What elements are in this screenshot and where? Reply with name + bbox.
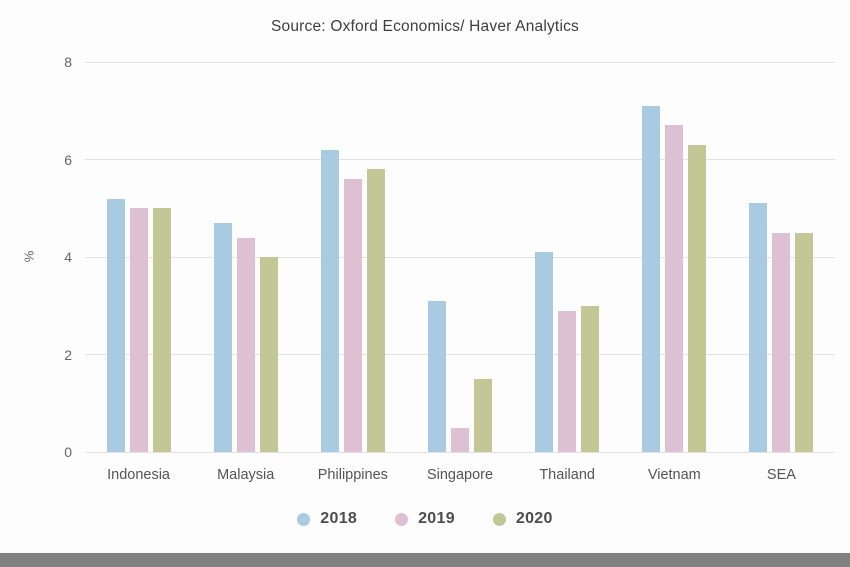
x-category-label-sea: SEA [766,467,796,483]
bar-thailand-2020[interactable] [581,305,600,452]
bar-malaysia-2020[interactable] [259,257,278,452]
x-category-label-indonesia: Indonesia [107,467,170,483]
bar-sea-2020[interactable] [795,232,814,452]
legend-marker-icon-2018 [297,512,311,526]
legend-label-2020: 2020 [515,510,553,527]
bar-philippines-2019[interactable] [343,179,362,452]
bar-singapore-2018[interactable] [428,300,446,452]
gridline-y0 [85,451,835,453]
bar-vietnam-2020[interactable] [688,144,707,452]
chart-title: Source: Oxford Economics/ Haver Analytic… [271,18,579,35]
legend: 2018 2019 2020 [0,510,850,528]
bar-sea-2019[interactable] [772,232,791,452]
bar-indonesia-2018[interactable] [106,198,125,452]
y-tick-label-6: 6 [64,151,72,168]
gridline-y4 [85,256,835,258]
bar-vietnam-2018[interactable] [642,105,661,452]
legend-item-2020[interactable]: 2020 [492,510,553,528]
bar-vietnam-2019[interactable] [665,125,684,452]
y-tick-label-4: 4 [64,249,72,265]
gridline-y8 [85,61,835,63]
x-category-label-malaysia: Malaysia [217,467,275,483]
bar-sea-2018[interactable] [749,203,768,452]
legend-label-2018: 2018 [320,510,358,527]
bar-philippines-2020[interactable] [366,169,385,452]
bar-indonesia-2020[interactable] [152,208,171,452]
gridline-y6 [85,159,835,160]
legend-item-2018[interactable]: 2018 [297,510,357,528]
bar-singapore-2020[interactable] [474,378,492,452]
bar-indonesia-2019[interactable] [129,208,148,452]
bar-malaysia-2019[interactable] [236,237,255,452]
x-category-label-singapore: Singapore [426,467,494,483]
y-axis-label: % [21,250,37,263]
legend-marker-icon-2020 [492,512,506,526]
bar-philippines-2018[interactable] [320,149,339,452]
bar-thailand-2019[interactable] [558,310,577,452]
y-tick-label-8: 8 [64,54,72,70]
legend-item-2019[interactable]: 2019 [395,510,455,528]
x-category-label-philippines: Philippines [317,467,388,483]
bar-singapore-2019[interactable] [451,427,469,452]
bottom-divider-bar [0,553,850,567]
x-category-label-thailand: Thailand [539,467,595,483]
legend-marker-icon-2019 [395,512,409,526]
legend-label-2019: 2019 [418,510,455,527]
bar-malaysia-2018[interactable] [213,222,232,452]
y-tick-label-2: 2 [64,346,72,363]
x-category-label-vietnam: Vietnam [647,467,701,483]
bar-thailand-2018[interactable] [535,252,554,452]
plot-area [85,61,835,453]
gridline-y2 [85,354,835,355]
y-tick-label-0: 0 [64,444,72,460]
